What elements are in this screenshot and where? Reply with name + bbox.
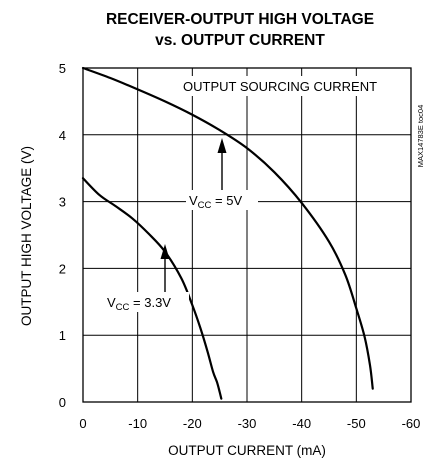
x-tick-label: -10 (128, 416, 147, 431)
series-label-5v-rest: = 5V (211, 193, 242, 208)
y-tick-label: 3 (59, 195, 66, 210)
plot-frame (82, 67, 412, 403)
series-label-5v-sub: CC (198, 200, 212, 211)
series-label-33v-sub: CC (116, 302, 130, 313)
y-tick-label: 5 (59, 61, 66, 76)
y-axis-label: OUTPUT HIGH VOLTAGE (V) (19, 146, 34, 326)
y-tick-labels: 0 1 2 3 4 5 (59, 61, 66, 410)
series-group (81, 66, 374, 400)
y-tick-label: 4 (59, 128, 66, 143)
series-label-5v-main: V (189, 193, 198, 208)
y-tick-label: 2 (59, 261, 66, 276)
x-tick-label: -40 (292, 416, 311, 431)
y-tick-label: 0 (59, 395, 66, 410)
chart-title-line1: RECEIVER-OUTPUT HIGH VOLTAGE (106, 11, 374, 28)
sourcing-label: OUTPUT SOURCING CURRENT (183, 79, 377, 94)
series-label-bg-5v (186, 190, 258, 210)
series-label-33v-main: V (107, 295, 116, 310)
series-label-33v-rest: = 3.3V (129, 295, 171, 310)
x-tick-label: -20 (183, 416, 202, 431)
arrow-33v-head (160, 244, 170, 259)
arrow-5v-head (217, 138, 227, 153)
side-code: MAX14783E toc04 (416, 105, 425, 168)
series-label-5v: VCC = 5V (189, 193, 242, 211)
x-tick-label: 0 (79, 416, 86, 431)
x-tick-labels: 0 -10 -20 -30 -40 -50 -60 (79, 416, 420, 431)
x-axis-label: OUTPUT CURRENT (mA) (168, 443, 326, 458)
x-tick-label: -30 (238, 416, 257, 431)
series-line-0 (81, 66, 374, 390)
series-label-bg-33v (104, 292, 189, 312)
x-tick-label: -50 (347, 416, 366, 431)
series-line-1 (81, 177, 223, 400)
y-tick-label: 1 (59, 328, 66, 343)
x-tick-label: -60 (402, 416, 421, 431)
series-label-33v: VCC = 3.3V (107, 295, 171, 313)
grid (83, 68, 411, 402)
sourcing-label-bg (178, 76, 400, 96)
chart-title-line2: vs. OUTPUT CURRENT (155, 32, 325, 49)
